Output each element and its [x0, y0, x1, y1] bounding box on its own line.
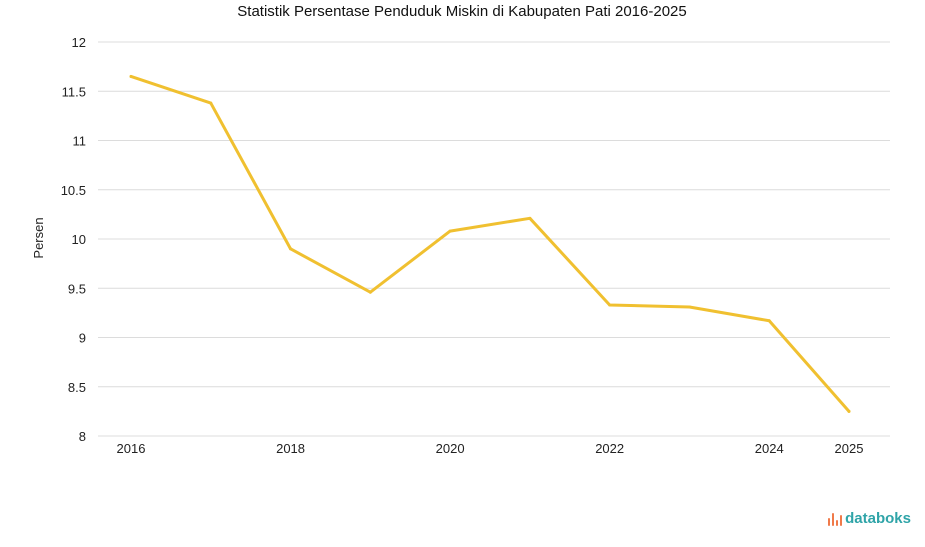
series-group	[129, 74, 851, 413]
data-point[interactable]	[528, 216, 532, 220]
y-tick-label: 11	[73, 134, 87, 149]
data-point[interactable]	[368, 290, 372, 294]
y-tick-label: 10	[72, 232, 86, 247]
databoks-logo[interactable]: databoks	[828, 510, 911, 527]
x-tick-label: 2022	[595, 441, 624, 456]
y-tick-label: 8.5	[68, 380, 86, 395]
data-point[interactable]	[608, 303, 612, 307]
y-axis-label: Persen	[31, 217, 46, 258]
data-point[interactable]	[767, 319, 771, 323]
data-point[interactable]	[209, 101, 213, 105]
gridlines	[98, 41, 890, 437]
data-point[interactable]	[448, 229, 452, 233]
x-tick-label: 2024	[755, 441, 784, 456]
chart-title: Statistik Persentase Penduduk Miskin di …	[237, 3, 686, 20]
data-point[interactable]	[687, 305, 691, 309]
y-tick-label: 9.5	[68, 281, 86, 296]
y-tick-label: 10.5	[61, 183, 86, 198]
data-point[interactable]	[129, 74, 133, 78]
y-tick-label: 8	[79, 429, 86, 444]
x-tick-label: 2025	[835, 441, 864, 456]
x-axis-ticks: 2016 2018 2020 2022 2024 2025	[117, 441, 864, 456]
x-tick-label: 2018	[276, 441, 305, 456]
y-tick-label: 11.5	[62, 84, 86, 99]
brand-name: databoks	[845, 510, 911, 527]
data-point[interactable]	[847, 409, 851, 413]
x-tick-label: 2016	[117, 441, 146, 456]
series-line[interactable]	[129, 74, 851, 413]
databoks-bars-icon	[828, 512, 843, 526]
y-tick-label: 9	[79, 331, 86, 346]
x-tick-label: 2020	[436, 441, 465, 456]
y-tick-label: 12	[72, 35, 86, 50]
data-point[interactable]	[289, 247, 293, 251]
y-axis-ticks: 8 8.5 9 9.5 10 10.5 11 11.5 12	[61, 35, 86, 444]
